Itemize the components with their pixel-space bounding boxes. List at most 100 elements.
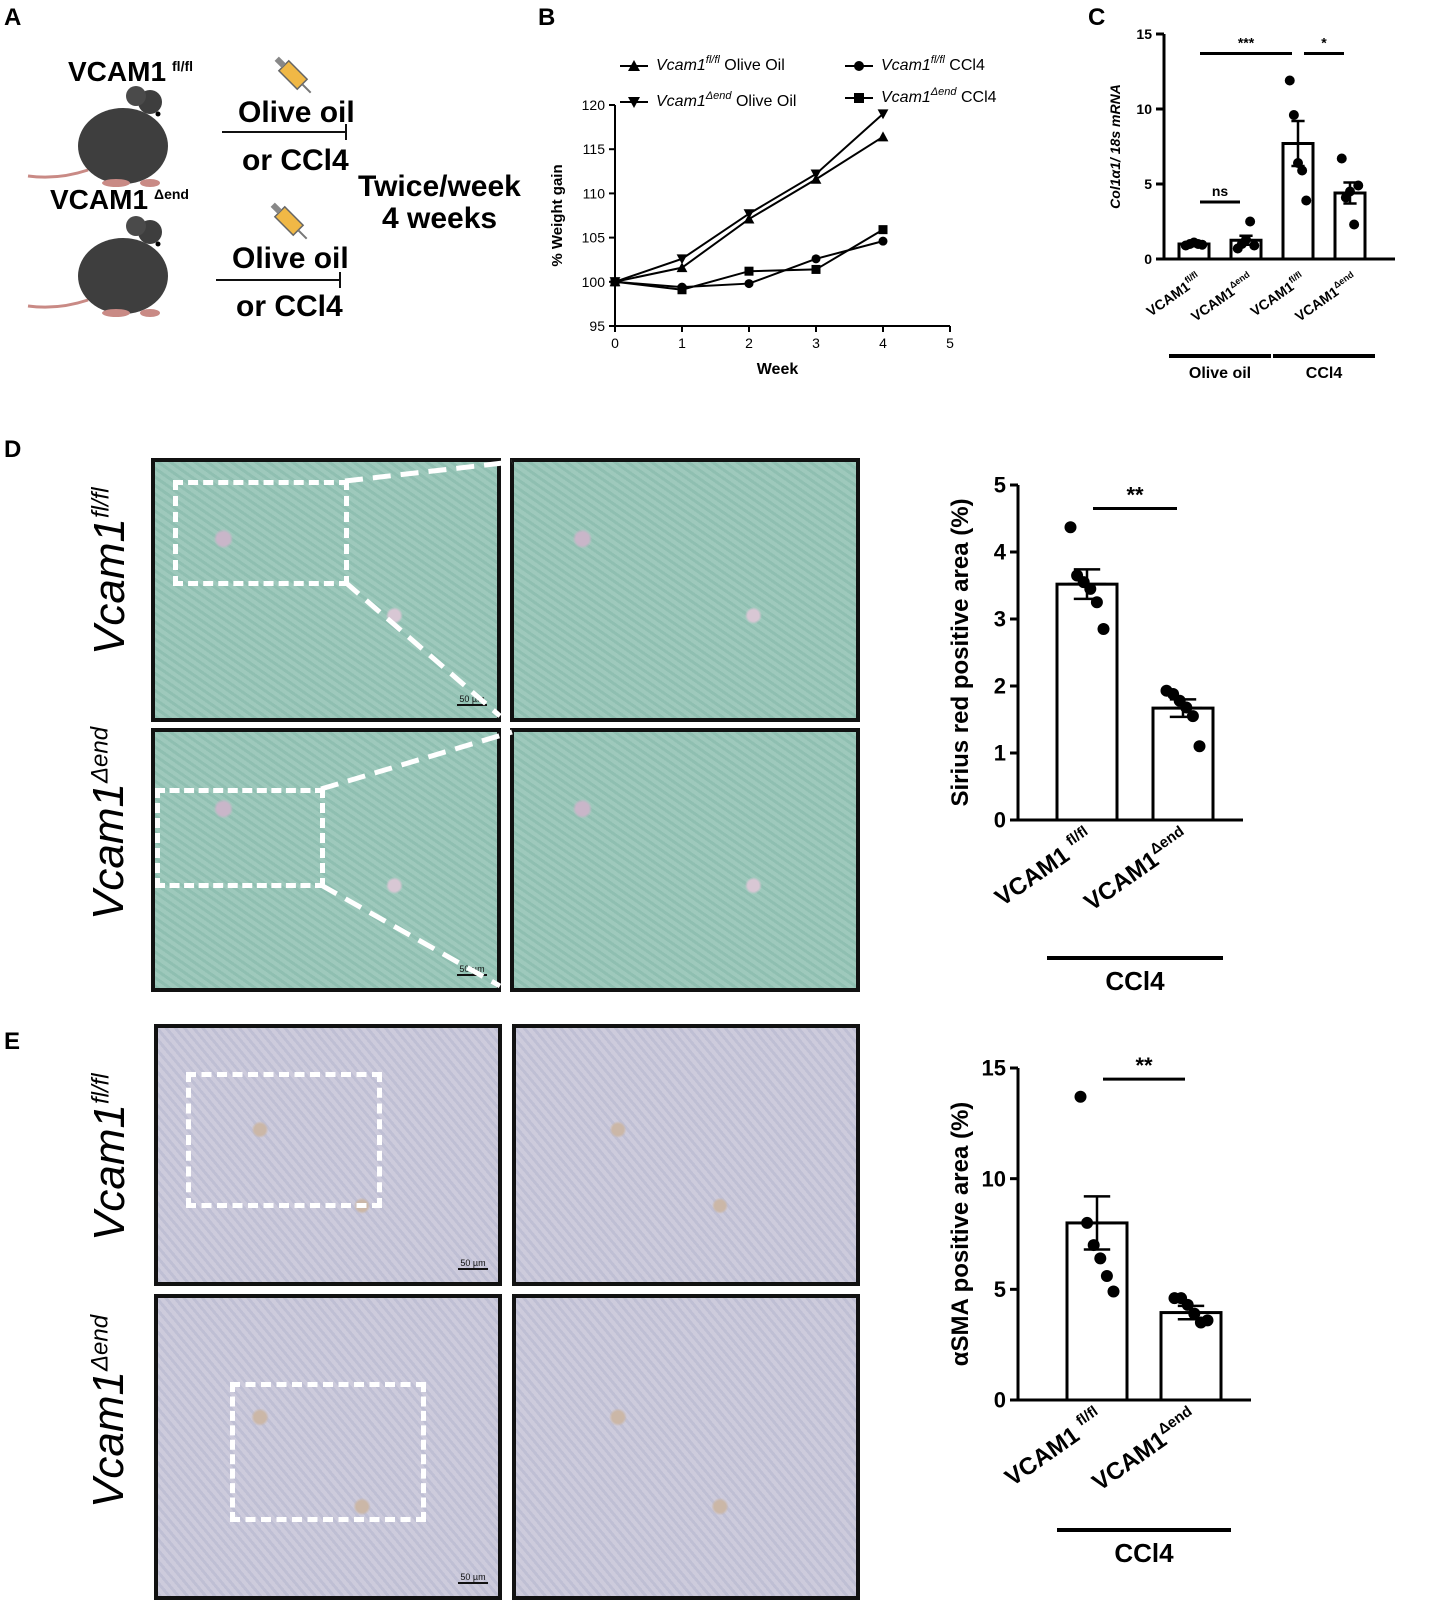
data-point <box>1345 186 1355 197</box>
scale-bar: 50 µm <box>457 694 487 706</box>
data-point <box>1197 239 1208 250</box>
data-point <box>744 266 754 276</box>
data-point <box>1181 1298 1194 1311</box>
row-label-flfl: Vcam1fl/fl <box>85 1073 134 1241</box>
treatment2-divider <box>216 272 341 288</box>
significance-label: ** <box>1126 482 1144 507</box>
significance-label: *** <box>1238 35 1255 51</box>
x-tick-label: 1 <box>678 335 686 351</box>
significance-label: * <box>1321 35 1327 51</box>
asma-image-dend-zoom <box>512 1294 860 1600</box>
category-label: VCAM1Δend <box>1086 1403 1202 1497</box>
legend-entry: Vcam1fl/fl CCl4 <box>881 54 985 74</box>
data-point <box>743 209 755 220</box>
data-point <box>676 262 688 273</box>
legend-marker <box>628 97 640 108</box>
data-point <box>1094 1252 1107 1265</box>
group-label: Olive oil <box>1189 365 1251 382</box>
zoom-region <box>173 480 349 586</box>
mouse1-label: VCAM1 fl/fl <box>68 56 194 87</box>
legend-marker <box>628 60 640 71</box>
data-point <box>610 277 620 287</box>
data-point <box>1201 1314 1214 1327</box>
zoom-region <box>230 1382 426 1522</box>
data-point <box>810 169 822 180</box>
x-tick-label: 2 <box>745 335 753 351</box>
y-tick-label: 95 <box>589 318 605 334</box>
treatment1-divider <box>222 124 347 140</box>
data-point <box>1084 582 1097 595</box>
mouse-icon <box>27 216 168 317</box>
scale-bar: 50 µm <box>458 1572 488 1584</box>
y-tick-label: 15 <box>982 1056 1006 1081</box>
bar <box>1151 706 1215 822</box>
legend-entry: Vcam1fl/fl Olive Oil <box>656 54 785 74</box>
x-tick-label: 4 <box>879 335 887 351</box>
y-tick-label: 120 <box>582 97 606 113</box>
panel-label-a: A <box>4 4 22 31</box>
data-point <box>1074 1090 1087 1103</box>
y-axis-label: % Weight gain <box>549 164 566 266</box>
asma-image-flfl-overview: 50 µm <box>154 1024 502 1286</box>
y-tick-label: 5 <box>994 1277 1006 1302</box>
data-point <box>1288 110 1299 120</box>
y-axis-label: Sirius red positive area (%) <box>947 498 974 806</box>
data-point <box>1245 216 1256 227</box>
x-tick-label: 5 <box>946 335 954 351</box>
y-tick-label: 10 <box>1136 101 1152 117</box>
sirius-image-flfl-overview: 50 µm <box>151 458 501 722</box>
significance-label: ** <box>1135 1053 1153 1078</box>
y-tick-label: 5 <box>994 473 1006 498</box>
bar <box>1055 582 1119 822</box>
data-point <box>1193 740 1206 753</box>
data-point <box>1188 1307 1201 1320</box>
legend-marker <box>854 61 864 71</box>
y-tick-label: 2 <box>994 674 1006 699</box>
group-label: CCl4 <box>1105 966 1165 996</box>
y-tick-label: 110 <box>583 185 606 201</box>
mouse-icon <box>27 86 168 187</box>
legend-entry: Vcam1Δend Olive Oil <box>656 90 796 110</box>
treatment1-line1: Olive oil <box>238 96 355 129</box>
significance-label: ns <box>1212 183 1229 199</box>
data-point <box>811 254 821 264</box>
schedule-line2: 4 weeks <box>382 202 498 235</box>
x-axis-label: Week <box>757 361 799 378</box>
x-tick-label: 0 <box>611 335 619 351</box>
zoom-region <box>155 788 325 888</box>
panel-label-e: E <box>4 1028 21 1055</box>
data-point <box>1293 158 1303 168</box>
data-point <box>1336 153 1347 164</box>
y-tick-label: 0 <box>994 1388 1006 1413</box>
data-point <box>1284 75 1295 86</box>
y-tick-label: 3 <box>994 607 1006 632</box>
zoom-region <box>186 1072 382 1208</box>
bar <box>1065 1221 1129 1402</box>
y-tick-label: 1 <box>994 741 1006 766</box>
data-point <box>1349 219 1360 230</box>
y-tick-label: 10 <box>982 1166 1006 1191</box>
sirius-image-dend-overview: 50 µm <box>151 728 501 992</box>
treatment2-line2: or CCl4 <box>236 290 343 323</box>
group-label: CCl4 <box>1114 1538 1174 1568</box>
data-point <box>1186 710 1199 723</box>
category-label: VCAM1Δend <box>1078 823 1194 917</box>
panel-label-b: B <box>538 4 556 31</box>
data-point <box>1353 180 1364 191</box>
schedule-line1: Twice/week <box>358 170 521 203</box>
scale-bar: 50 µm <box>458 1258 488 1270</box>
asma-image-dend-overview: 50 µm <box>154 1294 502 1600</box>
syringe-icon <box>270 202 308 240</box>
data-point <box>1097 623 1110 636</box>
data-point <box>1297 165 1308 176</box>
data-point <box>1100 1270 1113 1283</box>
sirius-image-dend-zoom <box>510 728 860 992</box>
legend-marker <box>854 93 864 103</box>
panel-label-c: C <box>1088 4 1106 31</box>
data-point <box>1107 1285 1120 1298</box>
data-point <box>878 225 888 235</box>
data-point <box>877 109 889 120</box>
legend-entry: Vcam1Δend CCl4 <box>881 86 997 106</box>
y-tick-label: 115 <box>583 141 606 157</box>
